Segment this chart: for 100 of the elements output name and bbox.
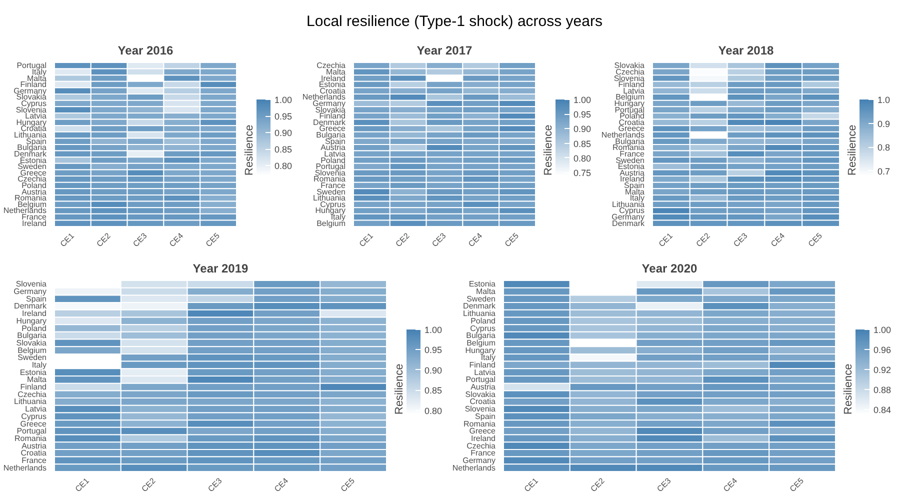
x-tick-label: CE5	[806, 230, 824, 249]
y-tick-label: Netherlands	[3, 463, 47, 472]
color-bar-label: 0.95	[574, 110, 592, 120]
y-tick-label: Slovenia	[464, 404, 496, 414]
y-tick-label: Ireland	[22, 218, 47, 228]
x-tick-label: CE1	[657, 230, 675, 249]
color-bar-label: 0.80	[274, 161, 292, 172]
x-tick-label: CE1	[358, 230, 376, 249]
y-tick-label: Latvia	[25, 404, 48, 414]
y-tick-label: Belgium	[466, 338, 496, 348]
color-bar-label: 0.92	[874, 365, 892, 375]
x-tick-label: CE3	[206, 476, 224, 494]
color-bar-label: 0.8	[878, 142, 890, 152]
y-tick-label: Malta	[326, 67, 346, 76]
y-tick-label: Italy	[32, 360, 46, 370]
x-tick-label: CE4	[466, 230, 484, 249]
y-tick-label: Slovakia	[465, 390, 496, 399]
color-bar-label: 1.00	[574, 95, 592, 105]
y-tick-label: Slovakia	[16, 92, 48, 102]
x-tick-label: CE5	[788, 476, 806, 494]
y-tick-label: Slovakia	[315, 105, 346, 114]
color-bar-label: 0.80	[574, 153, 592, 164]
y-tick-label: Latvia	[474, 368, 496, 377]
color-bar-label: 0.88	[874, 385, 892, 395]
y-tick-label: Czechia	[466, 441, 496, 450]
chart-title: Year 2018	[718, 44, 774, 58]
y-tick-label: Croatia	[470, 397, 496, 406]
color-bar-label: 0.85	[274, 144, 292, 155]
y-tick-label: Spain	[624, 181, 645, 190]
y-tick-label: Poland	[470, 316, 496, 326]
y-tick-label: Spain	[26, 294, 47, 304]
y-tick-label: Austria	[22, 187, 48, 196]
y-tick-label: Lithuania	[463, 309, 496, 318]
y-tick-label: France	[470, 448, 496, 458]
y-tick-label: Finland	[469, 360, 496, 370]
color-bar-label: 0.90	[274, 128, 292, 138]
y-tick-label: Latvia	[324, 149, 346, 158]
y-tick-label: Denmark	[14, 302, 48, 311]
y-tick-label: Spain	[475, 412, 496, 421]
x-tick-label: CE3	[430, 230, 448, 249]
color-bar-title: Resilience	[244, 124, 256, 176]
y-tick-label: Latvia	[623, 86, 646, 96]
y-tick-label: Ireland	[321, 74, 346, 83]
chart-title: Year 2020	[642, 262, 698, 276]
y-tick-label: Estonia	[20, 156, 48, 165]
y-tick-label: Croatia	[20, 448, 48, 458]
y-tick-label: Portugal	[16, 426, 47, 436]
color-bar-label: 0.75	[574, 168, 592, 178]
x-tick-label: CE2	[140, 476, 158, 494]
y-tick-label: Poland	[320, 156, 346, 165]
color-bar-label: 0.85	[424, 386, 442, 396]
y-tick-label: Hungary	[315, 206, 346, 216]
color-bar-label: 1.00	[874, 325, 892, 335]
y-tick-label: Bulgaria	[17, 331, 48, 340]
y-tick-label: Slovakia	[16, 338, 48, 348]
y-tick-label: Netherlands	[302, 92, 346, 102]
y-tick-label: Bulgaria	[615, 136, 646, 146]
x-tick-label: CE3	[655, 476, 674, 494]
color-bar-label: 1.0	[878, 95, 890, 105]
y-tick-label: Ireland	[22, 309, 47, 318]
color-bar-label: 0.90	[424, 365, 442, 376]
x-tick-label: CE3	[131, 230, 150, 249]
y-tick-label: Sweden	[316, 187, 346, 196]
y-tick-label: Slovenia	[16, 105, 48, 114]
x-tick-label: CE2	[94, 230, 113, 249]
y-tick-label: Finland	[20, 382, 47, 392]
y-tick-label: France	[22, 456, 48, 465]
x-tick-label: CE4	[722, 476, 740, 494]
y-tick-label: Cyprus	[619, 206, 645, 216]
x-tick-label: CE4	[769, 230, 787, 249]
y-tick-label: Cyprus	[21, 99, 47, 108]
y-tick-label: Netherlands	[3, 206, 47, 216]
color-bar-label: 1.00	[424, 325, 442, 335]
x-tick-label: CE5	[204, 230, 222, 249]
y-tick-label: Austria	[22, 441, 48, 450]
color-bar-label: 0.95	[424, 345, 442, 356]
y-tick-label: Italy	[480, 353, 496, 362]
y-tick-label: Greece	[469, 426, 496, 436]
y-tick-label: Romania	[14, 434, 48, 443]
y-tick-label: Slovenia	[16, 280, 48, 289]
y-tick-label: Malta	[26, 375, 48, 384]
y-tick-label: Croatia	[320, 86, 346, 96]
y-tick-label: Malta	[26, 74, 48, 83]
y-tick-label: Sweden	[466, 294, 496, 304]
color-bar-label: 0.90	[574, 124, 592, 134]
y-tick-label: Lithuania	[14, 397, 48, 406]
x-tick-label: CE5	[339, 476, 357, 494]
y-tick-label: Czechia	[18, 390, 48, 399]
y-tick-label: Netherlands	[452, 463, 496, 472]
y-tick-label: Ireland	[471, 434, 496, 443]
x-tick-label: CE5	[503, 230, 521, 249]
text: Local resilience (Type-1 shock) across years	[306, 12, 602, 32]
y-tick-label: Poland	[22, 324, 47, 333]
color-bar-label: 1.00	[274, 95, 292, 105]
x-tick-label: CE1	[522, 476, 540, 494]
y-tick-label: Germany	[462, 456, 496, 465]
chart-title: Year 2017	[416, 44, 473, 58]
y-tick-label: Malta	[476, 287, 496, 296]
y-tick-label: Belgium	[616, 92, 645, 102]
y-tick-label: Denmark	[463, 302, 496, 311]
